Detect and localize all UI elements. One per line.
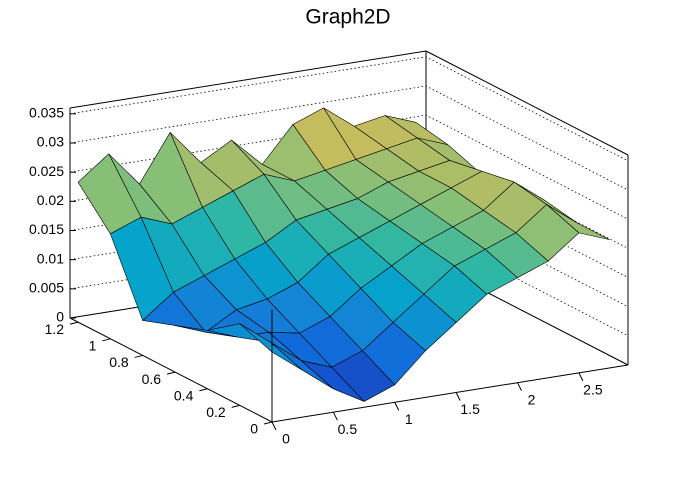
y-tick-label: 0.6 — [142, 371, 162, 387]
x-tick-label: 2 — [528, 391, 536, 407]
y-tick — [69, 321, 79, 325]
y-tick — [199, 388, 208, 392]
z-tick-label: 0.02 — [37, 192, 64, 208]
y-tick — [231, 404, 240, 408]
x-tick — [517, 382, 522, 391]
x-tick-label: 2.5 — [583, 382, 603, 398]
x-tick — [578, 372, 584, 382]
x-tick-label: 1 — [405, 411, 413, 427]
x-tick-label: 0.5 — [338, 421, 358, 437]
x-tick — [271, 421, 277, 431]
y-tick-label: 1.2 — [45, 321, 65, 337]
z-tick-label: 0.035 — [29, 105, 64, 121]
y-tick-label: 0.4 — [174, 387, 194, 403]
y-axis — [69, 317, 273, 423]
y-tick — [134, 354, 143, 358]
chart-title: Graph2D — [305, 6, 390, 29]
box-edge — [425, 50, 629, 156]
z-tick-label: 0.005 — [29, 280, 64, 296]
z-tick-label: 0.015 — [29, 221, 64, 237]
surface-cell — [239, 323, 303, 371]
y-tick — [263, 421, 273, 425]
x-tick — [394, 402, 400, 411]
y-tick-label: 1 — [89, 338, 97, 354]
x-tick-label: 1.5 — [460, 401, 480, 417]
x-axis — [271, 364, 629, 423]
z-tick-label: 0 — [56, 309, 64, 325]
y-tick — [102, 338, 111, 342]
z-tick-label: 0.03 — [37, 134, 64, 150]
y-tick — [166, 371, 176, 375]
y-tick-label: 0.8 — [109, 354, 129, 370]
z-tick-label: 0.01 — [37, 250, 64, 266]
z-tick-label: 0.025 — [29, 163, 64, 179]
box-edge — [69, 50, 427, 109]
x-tick-label: 0 — [282, 431, 290, 447]
x-tick — [455, 392, 461, 401]
x-tick — [332, 411, 338, 421]
y-tick-label: 0 — [250, 421, 258, 437]
y-tick-label: 0.2 — [206, 404, 226, 420]
